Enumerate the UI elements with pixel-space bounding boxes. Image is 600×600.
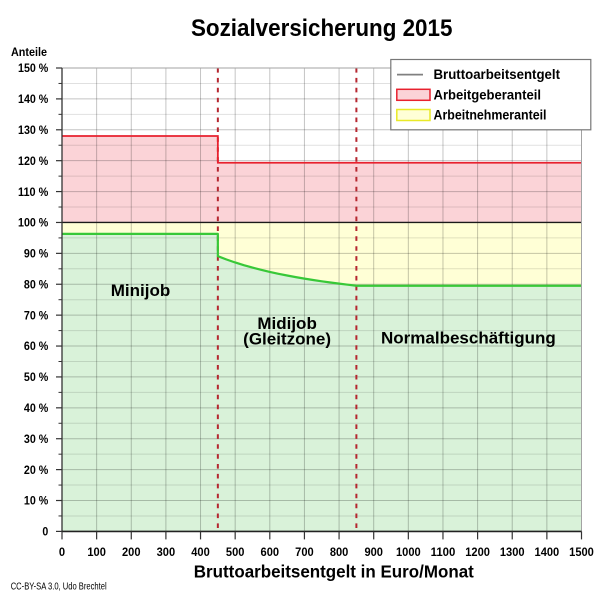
svg-text:CC-BY-SA 3.0, Udo Brechtel: CC-BY-SA 3.0, Udo Brechtel [11,581,107,592]
svg-text:600: 600 [261,545,280,559]
svg-text:0: 0 [59,545,66,559]
svg-text:60 %: 60 % [24,341,48,353]
svg-text:Bruttoarbeitsentgelt: Bruttoarbeitsentgelt [434,66,561,82]
svg-text:100 %: 100 % [18,218,48,230]
svg-text:70 %: 70 % [24,310,48,322]
svg-text:(Gleitzone): (Gleitzone) [243,330,331,349]
svg-text:1300: 1300 [500,545,525,559]
svg-text:0: 0 [42,527,48,539]
svg-text:Arbeitgeberanteil: Arbeitgeberanteil [434,86,542,102]
svg-text:1000: 1000 [396,545,421,559]
svg-text:Minijob: Minijob [111,281,170,300]
svg-text:Normalbeschäftigung: Normalbeschäftigung [381,329,556,348]
svg-text:130 %: 130 % [18,125,48,137]
svg-text:100: 100 [87,545,106,559]
svg-text:Bruttoarbeitsentgelt in Euro/M: Bruttoarbeitsentgelt in Euro/Monat [194,562,474,582]
svg-text:1200: 1200 [465,545,490,559]
svg-text:Anteile: Anteile [11,46,48,59]
svg-text:500: 500 [226,545,245,559]
svg-text:120 %: 120 % [18,156,48,168]
svg-text:80 %: 80 % [24,279,48,291]
svg-text:30 %: 30 % [24,434,48,446]
svg-text:Arbeitnehmeranteil: Arbeitnehmeranteil [434,107,547,123]
svg-text:1100: 1100 [431,545,456,559]
svg-text:110 %: 110 % [18,187,48,199]
svg-text:50 %: 50 % [24,372,48,384]
svg-text:400: 400 [191,545,210,559]
svg-text:140 %: 140 % [18,94,48,106]
svg-text:20 %: 20 % [24,465,48,477]
svg-text:Midijob: Midijob [257,314,316,333]
svg-text:Sozialversicherung 2015: Sozialversicherung 2015 [191,15,453,42]
svg-text:90 %: 90 % [24,249,48,261]
svg-text:800: 800 [330,545,349,559]
svg-text:1500: 1500 [569,545,594,559]
svg-text:40 %: 40 % [24,403,48,415]
svg-text:200: 200 [122,545,141,559]
svg-text:150 %: 150 % [18,63,48,75]
svg-text:700: 700 [295,545,314,559]
svg-text:1400: 1400 [535,545,560,559]
svg-text:900: 900 [364,545,383,559]
svg-text:300: 300 [157,545,176,559]
svg-text:10 %: 10 % [24,496,48,508]
